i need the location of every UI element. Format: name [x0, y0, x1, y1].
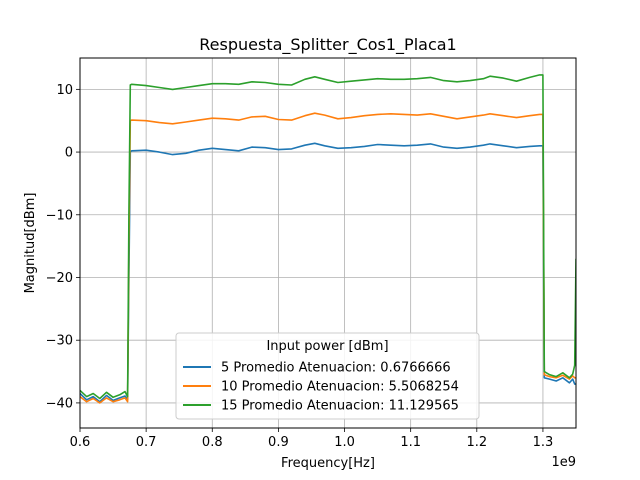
- series-lines: [80, 74, 576, 404]
- x-tick-label: 1.0: [334, 435, 355, 450]
- chart-title: Respuesta_Splitter_Cos1_Placa1: [199, 35, 456, 55]
- x-axis-ticks: 0.6 0.7 0.8 0.9 1.0 1.1 1.2 1.3: [70, 428, 554, 450]
- y-axis-label: Magnitud[dBm]: [23, 193, 38, 294]
- y-tick-label: −40: [46, 396, 73, 411]
- x-tick-label: 1.2: [466, 435, 487, 450]
- legend-entries: 5 Promedio Atenuacion: 0.6766666 10 Prome…: [183, 361, 459, 414]
- x-axis-offset-label: 1e9: [551, 455, 576, 470]
- y-tick-label: −30: [46, 334, 73, 349]
- x-tick-label: 1.1: [400, 435, 421, 450]
- x-tick-label: 0.6: [70, 435, 91, 450]
- x-tick-label: 0.8: [202, 435, 223, 450]
- plot-frame: [79, 57, 577, 429]
- y-axis-ticks: 10 0 −10 −20 −30 −40: [46, 83, 80, 411]
- legend: Input power [dBm] 5 Promedio Atenuacion:…: [175, 332, 480, 420]
- x-axis-label: Frequency[Hz]: [281, 456, 375, 471]
- x-tick-label: 1.3: [533, 435, 554, 450]
- legend-title: Input power [dBm]: [266, 339, 388, 354]
- series-line-3: [80, 74, 576, 400]
- y-tick-label: −10: [46, 208, 73, 223]
- legend-box: [175, 332, 480, 420]
- x-tick-label: 0.9: [268, 435, 289, 450]
- x-tick-label: 0.7: [136, 435, 157, 450]
- y-tick-label: 10: [56, 83, 73, 98]
- y-tick-label: −20: [46, 271, 73, 286]
- y-tick-label: 0: [65, 146, 73, 161]
- legend-label-2: 10 Promedio Atenuacion: 5.5068254: [221, 380, 459, 395]
- legend-label-3: 15 Promedio Atenuacion: 11.129565: [221, 399, 459, 414]
- legend-label-1: 5 Promedio Atenuacion: 0.6766666: [221, 361, 451, 376]
